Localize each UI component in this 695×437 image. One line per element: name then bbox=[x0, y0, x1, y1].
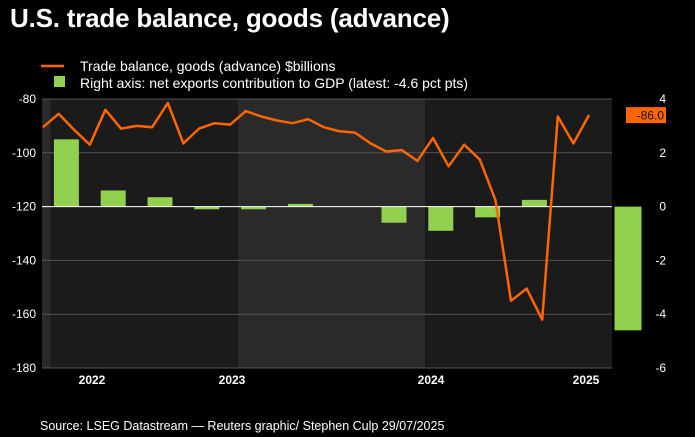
legend: Trade balance, goods (advance) $billions… bbox=[41, 58, 468, 91]
latest-badge-box bbox=[626, 107, 666, 124]
bar-q1-2025 bbox=[614, 206, 642, 331]
legend-bar-swatch bbox=[54, 76, 65, 87]
right-tick-label: 4 bbox=[659, 92, 666, 106]
left-tick-label: -160 bbox=[12, 307, 36, 321]
chart-title: U.S. trade balance, goods (advance) bbox=[10, 3, 450, 33]
year-band bbox=[50, 99, 238, 368]
year-band bbox=[238, 99, 426, 368]
right-tick-label: 2 bbox=[659, 146, 666, 160]
bar-q4-2023 bbox=[381, 206, 407, 223]
x-tick-label: 2025 bbox=[573, 373, 600, 387]
year-band bbox=[42, 99, 51, 368]
bar-q2-2022 bbox=[100, 190, 126, 207]
x-tick-label: 2024 bbox=[418, 373, 445, 387]
right-tick-label: 0 bbox=[659, 200, 666, 214]
year-band bbox=[425, 99, 612, 368]
left-tick-label: -120 bbox=[12, 200, 36, 214]
right-axis: 4 2 0 -2 -4 -6 bbox=[655, 92, 666, 375]
bar-q3-2024 bbox=[521, 199, 547, 207]
bar-q1-2024 bbox=[428, 206, 454, 231]
bar-q2-2024 bbox=[475, 206, 501, 218]
left-axis: -80 -100 -120 -140 -160 -180 bbox=[12, 92, 36, 375]
source-note: Source: LSEG Datastream — Reuters graphi… bbox=[40, 419, 445, 433]
latest-value-badge: -86.0 bbox=[626, 107, 666, 124]
legend-bar-label: Right axis: net exports contribution to … bbox=[80, 75, 468, 91]
trade-balance-line bbox=[42, 101, 591, 321]
legend-line-label: Trade balance, goods (advance) $billions bbox=[80, 58, 336, 74]
bar-q1-2022 bbox=[53, 139, 79, 207]
x-tick-label: 2023 bbox=[219, 373, 246, 387]
bar-q4-2022 bbox=[194, 206, 220, 210]
x-axis: 2022 2023 2024 2025 bbox=[79, 373, 600, 387]
left-tick-label: -180 bbox=[12, 361, 36, 375]
bar-q2-2023 bbox=[287, 203, 313, 207]
left-tick-label: -100 bbox=[12, 146, 36, 160]
x-tick-label: 2022 bbox=[79, 373, 106, 387]
bar-q1-2023 bbox=[241, 206, 267, 210]
year-bands bbox=[42, 99, 612, 368]
latest-badge-label: -86.0 bbox=[637, 109, 665, 123]
line-series bbox=[42, 101, 591, 321]
bar-series bbox=[53, 139, 642, 331]
right-tick-label: -4 bbox=[655, 307, 666, 321]
bar-q3-2022 bbox=[147, 197, 173, 207]
left-tick-label: -80 bbox=[19, 92, 37, 106]
right-tick-label: -6 bbox=[655, 361, 666, 375]
right-tick-label: -2 bbox=[655, 253, 666, 267]
left-tick-label: -140 bbox=[12, 253, 36, 267]
